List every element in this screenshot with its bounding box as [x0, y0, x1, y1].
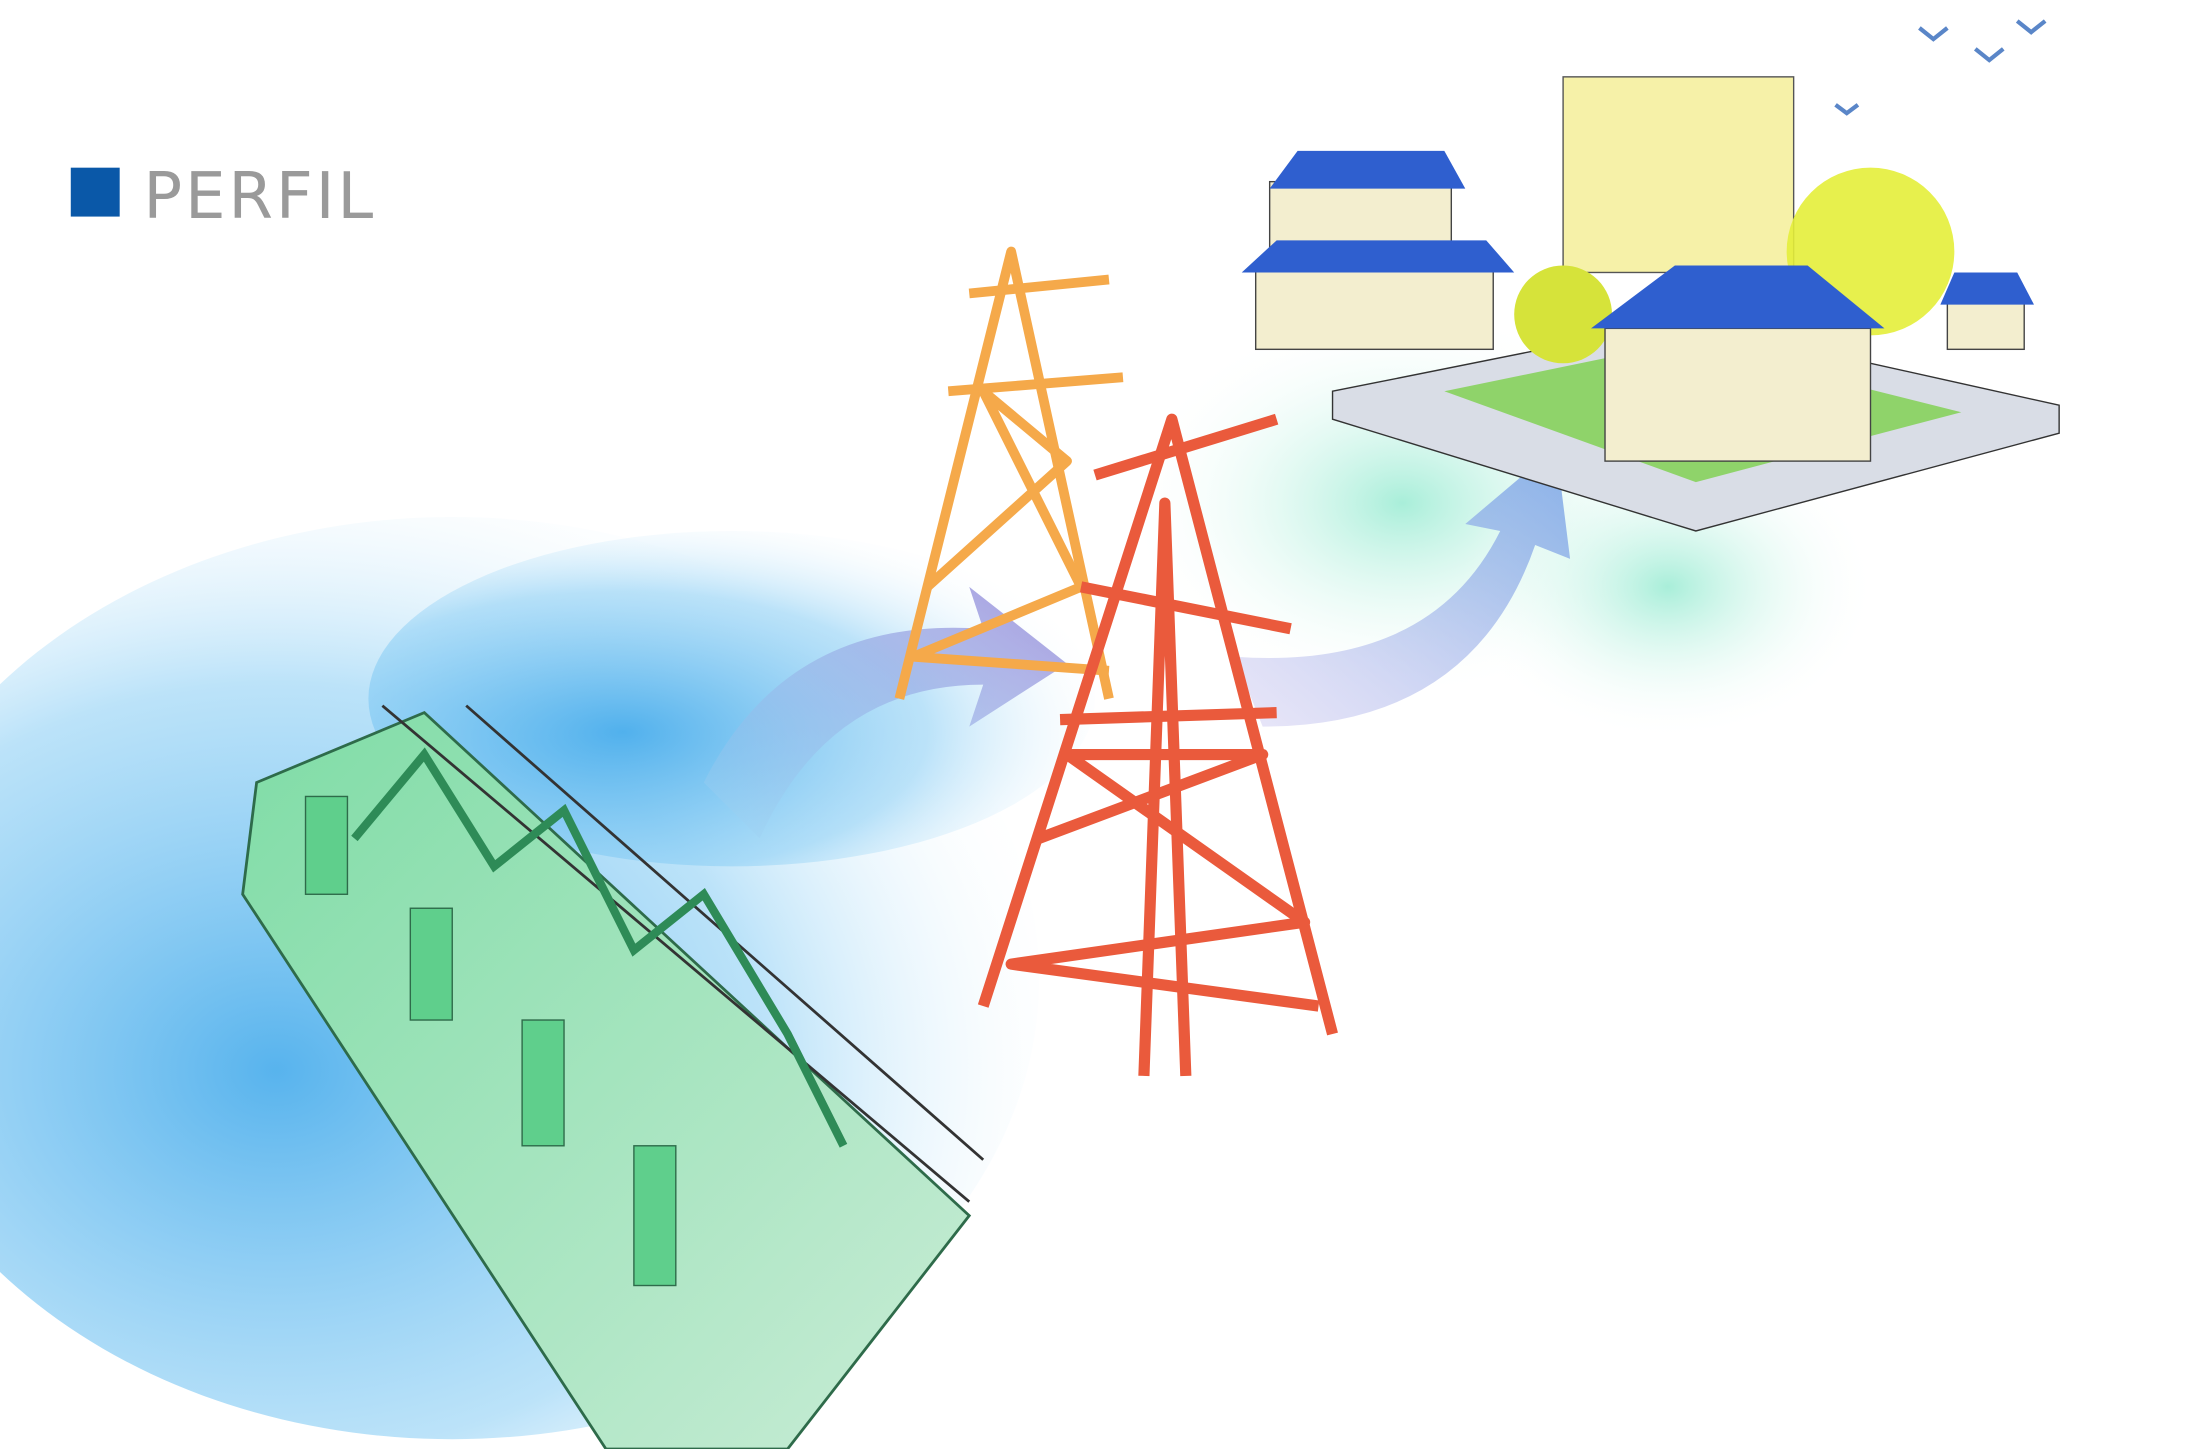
flow-arrow: [703, 586, 1068, 839]
tower-back: [894, 246, 1124, 700]
dam-truss: [351, 747, 848, 1148]
house: [1254, 264, 1494, 351]
roof: [1269, 150, 1466, 189]
tower-arm: [968, 274, 1110, 299]
pier: [409, 907, 453, 1021]
house: [1268, 180, 1453, 253]
roof: [1940, 272, 2034, 305]
pier: [304, 795, 349, 895]
page-title: PERFIL: [143, 159, 376, 234]
dam-edge: [381, 704, 971, 1203]
pier: [633, 1145, 677, 1287]
tree: [1514, 265, 1613, 364]
tower-arm: [1079, 581, 1292, 635]
house: [1604, 327, 1872, 462]
pier: [521, 1019, 565, 1147]
dam-body: [241, 710, 972, 1449]
tower-leg: [977, 413, 1338, 1036]
dam: [241, 704, 985, 1449]
tower-leg: [1138, 497, 1192, 1077]
house: [1946, 299, 2025, 351]
title-marker: [70, 167, 120, 217]
tower-front: [977, 413, 1338, 1077]
building: [1562, 76, 1795, 274]
tower-arm: [1059, 707, 1277, 726]
tower-lattice: [1005, 748, 1320, 1012]
town: [1241, 19, 2060, 532]
tower-arm: [1093, 413, 1279, 481]
flow-arrow: [1234, 447, 1571, 727]
tower-lattice: [908, 386, 1110, 676]
birds: [1834, 19, 2047, 116]
roof: [1591, 265, 1885, 329]
roof: [1241, 240, 1515, 273]
tower-arm: [947, 372, 1124, 397]
water: [368, 530, 1095, 867]
tower-leg: [894, 246, 1114, 700]
